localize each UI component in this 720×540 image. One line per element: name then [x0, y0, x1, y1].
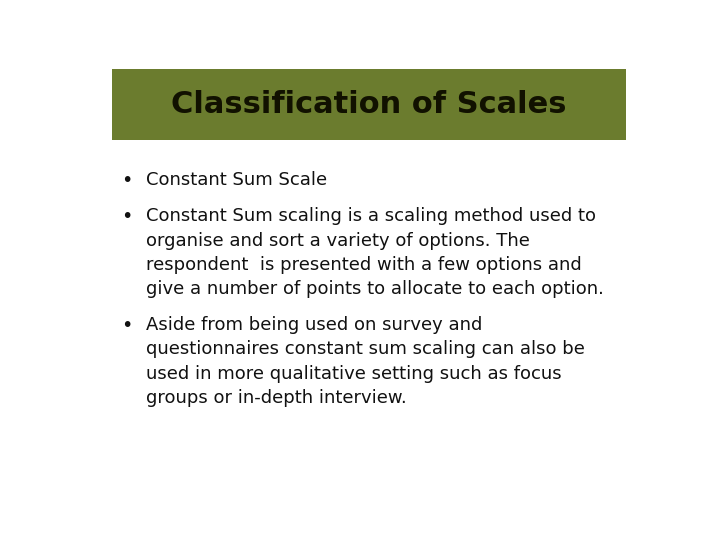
- Text: Aside from being used on survey and: Aside from being used on survey and: [145, 316, 482, 334]
- Text: •: •: [121, 171, 132, 190]
- Text: Classification of Scales: Classification of Scales: [171, 90, 567, 119]
- Text: organise and sort a variety of options. The: organise and sort a variety of options. …: [145, 232, 530, 249]
- Text: •: •: [121, 207, 132, 226]
- Text: questionnaires constant sum scaling can also be: questionnaires constant sum scaling can …: [145, 341, 585, 359]
- Text: respondent  is presented with a few options and: respondent is presented with a few optio…: [145, 255, 582, 274]
- Text: give a number of points to allocate to each option.: give a number of points to allocate to e…: [145, 280, 603, 298]
- Text: Constant Sum scaling is a scaling method used to: Constant Sum scaling is a scaling method…: [145, 207, 596, 225]
- Bar: [112, 69, 626, 140]
- Text: groups or in-depth interview.: groups or in-depth interview.: [145, 389, 407, 407]
- Text: •: •: [121, 316, 132, 335]
- Text: used in more qualitative setting such as focus: used in more qualitative setting such as…: [145, 364, 562, 383]
- Text: Constant Sum Scale: Constant Sum Scale: [145, 171, 327, 189]
